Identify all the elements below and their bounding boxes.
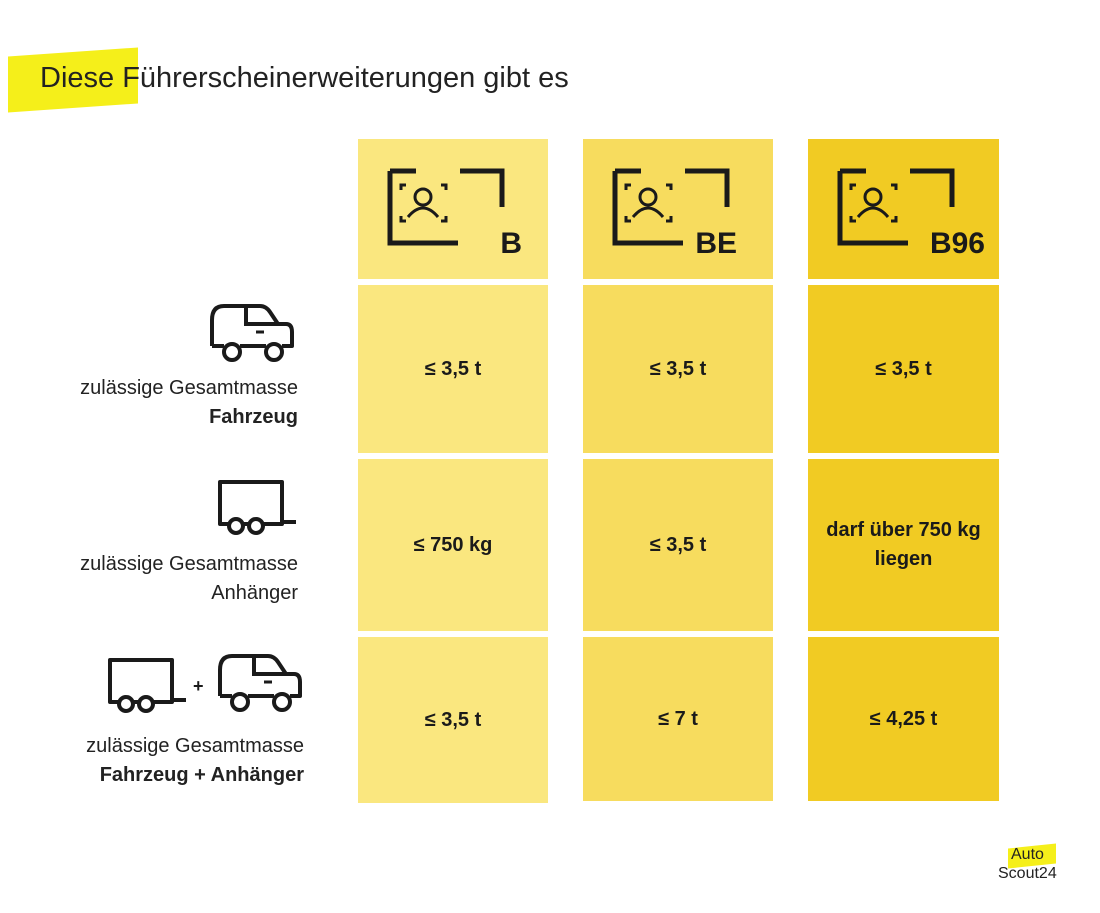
column-header-b: B xyxy=(358,139,548,279)
cell-be-trailer: ≤ 3,5 t xyxy=(583,459,773,631)
cell-b-combined: ≤ 3,5 t xyxy=(358,637,548,803)
trailer-icon xyxy=(218,480,296,535)
column-code-be: BE xyxy=(695,227,737,260)
cell-b96-vehicle: ≤ 3,5 t xyxy=(808,285,999,453)
row-label-vehicle: zulässige Gesamtmasse Fahrzeug xyxy=(80,377,298,428)
autoscout24-logo: Auto Scout24 xyxy=(998,843,1068,886)
page-title: Diese Führerscheinerweiterungen gibt es xyxy=(40,62,569,94)
plus-sign: + xyxy=(193,676,204,696)
cell-b96-trailer: darf über 750 kg liegen xyxy=(808,459,999,631)
car-icon xyxy=(218,654,302,712)
column-header-b96: B96 xyxy=(808,139,999,279)
license-card-icon xyxy=(612,168,730,246)
license-card-icon xyxy=(387,168,505,246)
row-label-trailer: zulässige Gesamtmasse Anhänger xyxy=(80,553,298,604)
column-code-b96: B96 xyxy=(929,227,985,260)
trailer-icon xyxy=(108,658,186,713)
row-label-combined: zulässige Gesamtmasse Fahrzeug + Anhänge… xyxy=(86,735,304,786)
cell-b96-combined: ≤ 4,25 t xyxy=(808,637,999,801)
cell-be-combined: ≤ 7 t xyxy=(583,637,773,801)
cell-be-vehicle: ≤ 3,5 t xyxy=(583,285,773,453)
column-code-b: B xyxy=(500,227,522,260)
cell-b-trailer: ≤ 750 kg xyxy=(358,459,548,631)
column-header-be: BE xyxy=(583,139,773,279)
car-icon xyxy=(210,304,294,362)
cell-b-vehicle: ≤ 3,5 t xyxy=(358,285,548,453)
license-card-icon xyxy=(837,168,955,246)
